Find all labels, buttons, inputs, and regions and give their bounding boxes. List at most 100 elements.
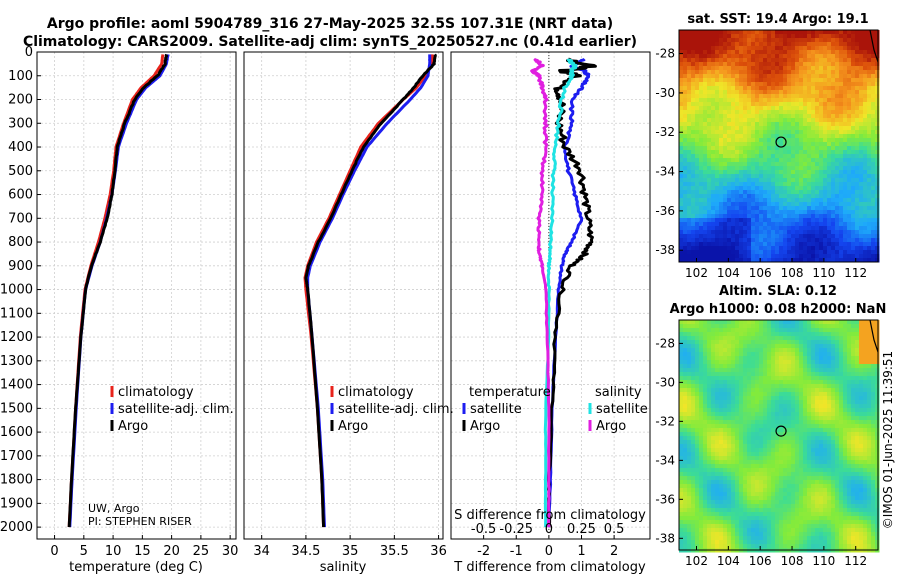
map-cell — [747, 344, 752, 349]
map-cell — [799, 388, 804, 393]
map-cell — [835, 162, 840, 167]
map-cell — [743, 34, 748, 39]
map-cell — [823, 50, 828, 55]
map-cell — [735, 82, 740, 87]
map-cell — [691, 126, 696, 131]
map-cell — [735, 34, 740, 39]
map-cell — [847, 110, 852, 115]
map-cell — [711, 122, 716, 127]
map-cell — [799, 198, 804, 203]
map-cell — [827, 428, 832, 433]
map-cell — [791, 62, 796, 67]
map-cell — [719, 98, 724, 103]
map-cell — [819, 190, 824, 195]
map-cell — [767, 30, 772, 35]
map-cell — [799, 98, 804, 103]
map-cell — [699, 110, 704, 115]
map-cell — [743, 66, 748, 71]
map-cell — [683, 66, 688, 71]
map-cell — [735, 106, 740, 111]
map-cell — [735, 448, 740, 453]
map-cell — [823, 420, 828, 425]
map-cell — [819, 38, 824, 43]
map-cell — [787, 360, 792, 365]
map-cell — [739, 126, 744, 131]
map-cell — [767, 74, 772, 79]
map-cell — [823, 336, 828, 341]
map-cell — [687, 106, 692, 111]
map-cell — [875, 74, 880, 79]
map-cell — [751, 34, 756, 39]
map-cell — [683, 336, 688, 341]
top-tick-label: -0.5 — [471, 522, 496, 537]
map-cell — [731, 258, 736, 263]
temperature-legend: climatology satellite-adj. clim. Argo — [110, 385, 234, 434]
map-cell — [707, 400, 712, 405]
map-cell — [779, 464, 784, 469]
map-cell — [783, 452, 788, 457]
map-cell — [863, 234, 868, 239]
map-cell — [707, 178, 712, 183]
map-cell — [779, 174, 784, 179]
map-cell — [855, 428, 860, 433]
map-cell — [679, 376, 684, 381]
map-cell — [767, 448, 772, 453]
map-cell — [775, 324, 780, 329]
map-cell — [871, 372, 876, 377]
map-cell — [811, 206, 816, 211]
map-cell — [775, 404, 780, 409]
map-cell — [767, 142, 772, 147]
map-cell — [823, 258, 828, 263]
map-cell — [767, 242, 772, 247]
map-cell — [815, 218, 820, 223]
map-cell — [867, 340, 872, 345]
map-cell — [775, 146, 780, 151]
map-cell — [739, 242, 744, 247]
map-cell — [687, 372, 692, 377]
map-cell — [843, 186, 848, 191]
map-cell — [771, 436, 776, 441]
map-cell — [791, 102, 796, 107]
map-cell — [743, 46, 748, 51]
map-cell — [775, 118, 780, 123]
map-cell — [715, 130, 720, 135]
map-cell — [855, 360, 860, 365]
map-cell — [787, 356, 792, 361]
map-cell — [807, 428, 812, 433]
map-cell — [679, 230, 684, 235]
temperature-lines — [67, 53, 170, 528]
map-cell — [695, 170, 700, 175]
map-cell — [695, 320, 700, 325]
map-cell — [783, 420, 788, 425]
map-cell — [851, 332, 856, 337]
x-tick-label: 25 — [193, 544, 210, 559]
map-cell — [699, 30, 704, 35]
map-cell — [699, 218, 704, 223]
map-cell — [743, 416, 748, 421]
map-cell — [755, 392, 760, 397]
map-cell — [723, 440, 728, 445]
map-cell — [755, 372, 760, 377]
map-cell — [823, 54, 828, 59]
map-cell — [819, 388, 824, 393]
map-cell — [731, 110, 736, 115]
map-cell — [691, 230, 696, 235]
salinity-difference-top-axis: S difference from climatology -0.5 -0.25 0… — [454, 508, 646, 537]
x-tick-label: 35 — [342, 544, 359, 559]
map-cell — [875, 214, 880, 219]
map-cell — [715, 122, 720, 127]
map-cell — [691, 444, 696, 449]
map-cell — [763, 242, 768, 247]
map-cell — [843, 38, 848, 43]
map-cell — [759, 404, 764, 409]
map-cell — [871, 234, 876, 239]
map-cell — [695, 380, 700, 385]
map-cell — [751, 234, 756, 239]
map-cell — [843, 138, 848, 143]
map-cell — [827, 238, 832, 243]
map-cell — [839, 254, 844, 259]
map-cell — [775, 86, 780, 91]
map-cell — [739, 158, 744, 163]
map-cell — [723, 62, 728, 67]
map-cell — [715, 400, 720, 405]
